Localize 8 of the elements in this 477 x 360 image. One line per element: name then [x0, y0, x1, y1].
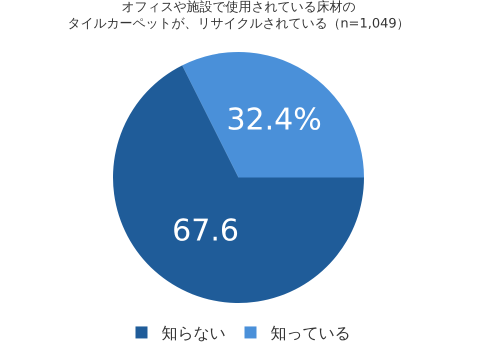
chart-subtitle: タイルカーペットが、リサイクルされている（n=1,049） [67, 16, 410, 32]
legend-label: 知らない [162, 324, 226, 343]
legend-label: 知っている [270, 324, 350, 343]
pie-slice [113, 65, 364, 303]
data-label: 32.4% [226, 102, 322, 138]
chart-title: オフィスや施設で使用されている床材の [122, 0, 356, 15]
pie-slice [182, 52, 364, 178]
data-label: 67.6 [172, 213, 239, 248]
